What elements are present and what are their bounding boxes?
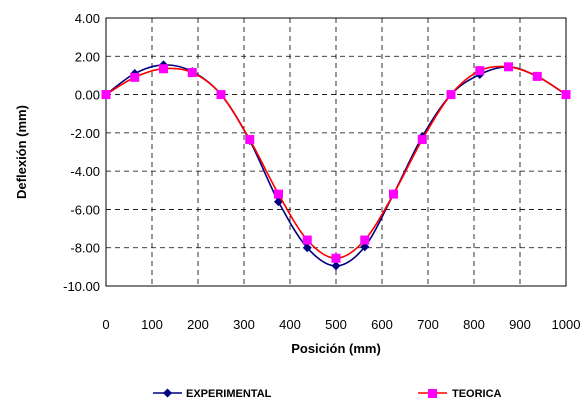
legend-marker-teorica: [428, 389, 437, 398]
grid: [106, 18, 566, 286]
data-point-teorica: [130, 72, 140, 82]
data-point-teorica: [274, 189, 283, 199]
x-tick-label: 1000: [552, 317, 581, 332]
data-point-teorica: [360, 235, 370, 245]
legend: EXPERIMENTAL TEORICA: [153, 388, 502, 400]
data-point-teorica: [302, 235, 312, 245]
data-point-teorica: [216, 90, 226, 100]
legend-item-experimental: EXPERIMENTAL: [153, 388, 272, 400]
x-tick-label: 0: [102, 317, 109, 332]
x-tick-label: 700: [417, 317, 439, 332]
data-point-teorica: [475, 66, 485, 76]
y-tick-label: -4.00: [70, 164, 100, 179]
y-axis-title: Deflexión (mm): [14, 105, 29, 199]
x-axis-title: Posición (mm): [291, 341, 381, 356]
x-tick-label: 900: [509, 317, 531, 332]
data-point-teorica: [159, 64, 168, 74]
x-tick-label: 300: [233, 317, 255, 332]
x-tick-label: 500: [325, 317, 347, 332]
x-tick-label: 200: [187, 317, 209, 332]
y-tick-label: 0.00: [75, 88, 100, 103]
x-tick-label: 600: [371, 317, 393, 332]
data-point-experimental: [331, 261, 341, 271]
x-tick-label: 100: [141, 317, 163, 332]
data-point-teorica: [187, 68, 197, 78]
series-teorica: [101, 62, 571, 263]
data-point-teorica: [561, 90, 571, 100]
y-tick-label: 4.00: [75, 11, 100, 26]
y-tick-label: -6.00: [70, 202, 100, 217]
y-tick-label: -2.00: [70, 126, 100, 141]
legend-label-teorica: TEORICA: [452, 388, 502, 400]
data-point-teorica: [245, 135, 255, 145]
x-tick-label: 400: [279, 317, 301, 332]
y-tick-labels: 4.00 2.00 0.00 -2.00 -4.00 -6.00 -8.00 -10.00: [63, 11, 100, 294]
data-point-teorica: [446, 90, 456, 100]
x-tick-label: 800: [463, 317, 485, 332]
legend-label-experimental: EXPERIMENTAL: [186, 388, 272, 400]
data-point-teorica: [331, 253, 341, 263]
y-tick-label: -10.00: [63, 279, 100, 294]
data-point-teorica: [417, 135, 427, 145]
legend-marker-experimental: [163, 388, 172, 398]
data-point-teorica: [389, 189, 398, 199]
y-tick-label: -8.00: [70, 241, 100, 256]
y-tick-label: 2.00: [75, 49, 100, 64]
data-point-teorica: [504, 62, 513, 72]
plot-area: [105, 17, 567, 287]
data-point-experimental: [302, 243, 312, 253]
legend-item-teorica: TEORICA: [418, 388, 502, 400]
data-point-teorica: [101, 90, 111, 100]
x-tick-labels: 0 100 200 300 400 500 600 700 800 900 1000: [102, 317, 580, 332]
data-point-teorica: [532, 71, 542, 81]
series: [101, 60, 571, 271]
